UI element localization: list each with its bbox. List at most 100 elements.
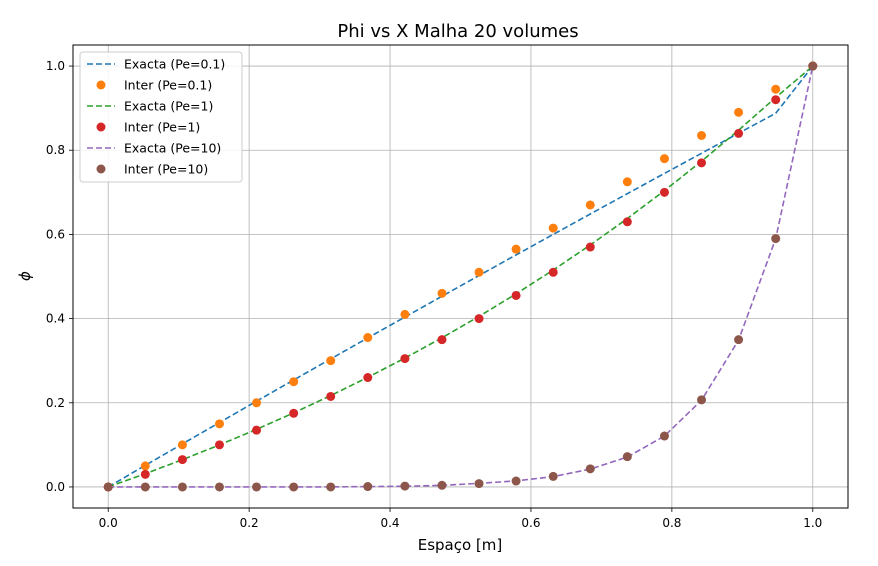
x-axis-label: Espaço [m] bbox=[418, 536, 503, 554]
series-3 bbox=[107, 65, 814, 488]
y-tick-label: 0.4 bbox=[46, 312, 65, 326]
legend-marker-swatch bbox=[96, 122, 106, 132]
legend-item: Inter (Pe=10) bbox=[96, 162, 208, 177]
data-point bbox=[511, 244, 521, 254]
data-point bbox=[771, 84, 781, 94]
data-point bbox=[214, 440, 224, 450]
data-point bbox=[771, 234, 781, 244]
legend-item: Exacta (Pe=10) bbox=[87, 141, 221, 156]
x-tick-label: 0.8 bbox=[662, 516, 681, 530]
data-point bbox=[659, 187, 669, 197]
legend-marker-swatch bbox=[96, 80, 106, 90]
data-point bbox=[771, 95, 781, 105]
data-point bbox=[326, 356, 336, 366]
x-tick-label: 0.0 bbox=[99, 516, 118, 530]
legend-label: Inter (Pe=1) bbox=[124, 120, 200, 135]
data-point bbox=[363, 333, 373, 343]
legend-item: Exacta (Pe=0.1) bbox=[87, 57, 225, 72]
data-point bbox=[437, 335, 447, 345]
y-tick-label: 0.8 bbox=[46, 143, 65, 157]
x-tick-label: 1.0 bbox=[803, 516, 822, 530]
data-point bbox=[622, 452, 632, 462]
data-point bbox=[585, 464, 595, 474]
y-tick-label: 0.0 bbox=[46, 480, 65, 494]
data-point bbox=[177, 440, 187, 450]
data-point bbox=[474, 267, 484, 277]
data-point bbox=[697, 395, 707, 405]
series-line bbox=[107, 65, 814, 488]
data-point bbox=[400, 481, 410, 491]
data-point bbox=[400, 309, 410, 319]
y-tick-label: 0.6 bbox=[46, 227, 65, 241]
x-tick-label: 0.4 bbox=[380, 516, 399, 530]
data-point bbox=[548, 471, 558, 481]
ticks: 0.0 0.2 0.4 0.6 0.8 1.0 0.0 0.2 0.4 0.6 0.8 1.0 bbox=[46, 59, 822, 530]
legend: Exacta (Pe=0.1) Inter (Pe=0.1) Exacta (Pe=… bbox=[79, 51, 243, 183]
legend-item: Exacta (Pe=1) bbox=[87, 99, 213, 114]
plot-frame bbox=[72, 44, 849, 509]
series-2 bbox=[103, 61, 818, 492]
legend-label: Exacta (Pe=0.1) bbox=[124, 57, 225, 72]
data-point bbox=[252, 425, 262, 435]
data-point bbox=[697, 130, 707, 140]
legend-label: Inter (Pe=0.1) bbox=[124, 78, 212, 93]
data-point bbox=[474, 479, 484, 489]
data-point bbox=[622, 217, 632, 227]
data-point bbox=[437, 288, 447, 298]
legend-label: Inter (Pe=10) bbox=[124, 162, 208, 177]
data-point bbox=[659, 431, 669, 441]
data-point bbox=[252, 482, 262, 492]
data-point bbox=[622, 177, 632, 187]
data-point bbox=[808, 61, 818, 71]
data-point bbox=[103, 482, 113, 492]
data-point bbox=[326, 391, 336, 401]
legend-label: Exacta (Pe=1) bbox=[124, 99, 213, 114]
data-point bbox=[177, 482, 187, 492]
data-point bbox=[214, 419, 224, 429]
x-tick-label: 0.2 bbox=[240, 516, 259, 530]
chart-title: Phi vs X Malha 20 volumes bbox=[337, 21, 578, 42]
y-tick-label: 1.0 bbox=[46, 59, 65, 73]
x-tick-label: 0.6 bbox=[521, 516, 540, 530]
data-point bbox=[400, 354, 410, 364]
y-tick-label: 0.2 bbox=[46, 396, 65, 410]
data-point bbox=[585, 200, 595, 210]
data-point bbox=[289, 408, 299, 418]
data-point bbox=[363, 373, 373, 383]
data-point bbox=[511, 476, 521, 486]
data-point bbox=[326, 482, 336, 492]
series-layer bbox=[103, 61, 818, 492]
data-point bbox=[511, 290, 521, 300]
data-point bbox=[289, 377, 299, 387]
data-point bbox=[437, 480, 447, 490]
series-1 bbox=[107, 65, 814, 488]
data-point bbox=[548, 223, 558, 233]
data-point bbox=[177, 455, 187, 465]
data-point bbox=[214, 482, 224, 492]
legend-label: Exacta (Pe=10) bbox=[124, 141, 221, 156]
series-line bbox=[107, 65, 814, 488]
series-5 bbox=[108, 65, 814, 488]
data-point bbox=[659, 154, 669, 164]
data-point bbox=[734, 107, 744, 117]
data-point bbox=[289, 482, 299, 492]
legend-marker-swatch bbox=[96, 164, 106, 174]
data-point bbox=[140, 461, 150, 471]
data-point bbox=[734, 128, 744, 138]
data-point bbox=[140, 469, 150, 479]
legend-item: Inter (Pe=0.1) bbox=[96, 78, 212, 93]
data-point bbox=[474, 314, 484, 324]
series-line bbox=[108, 65, 814, 488]
data-point bbox=[734, 335, 744, 345]
y-axis-label: ϕ bbox=[16, 271, 34, 281]
data-point bbox=[548, 267, 558, 277]
series-6 bbox=[103, 61, 818, 492]
data-point bbox=[252, 398, 262, 408]
data-point bbox=[585, 242, 595, 252]
data-point bbox=[697, 158, 707, 168]
legend-item: Inter (Pe=1) bbox=[96, 120, 200, 135]
data-point bbox=[140, 482, 150, 492]
legend-box bbox=[79, 51, 243, 183]
data-point bbox=[363, 482, 373, 492]
